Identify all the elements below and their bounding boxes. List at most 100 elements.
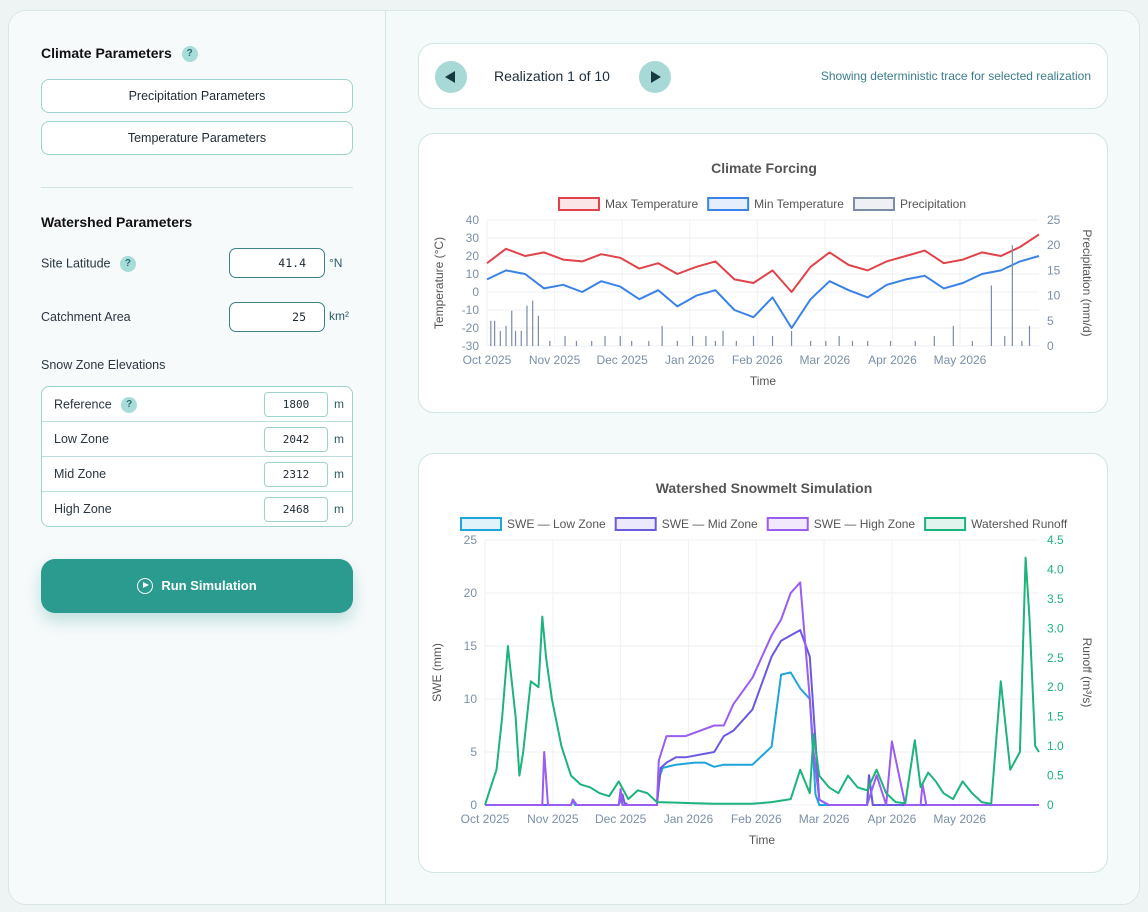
- y-tick-label: 20: [466, 249, 480, 263]
- legend-label: Precipitation: [900, 197, 966, 211]
- legend-swatch: [852, 197, 895, 211]
- precip-bar: [514, 330, 517, 346]
- y-tick-label: 10: [464, 692, 478, 706]
- low-zone-elevation-input[interactable]: 2042: [264, 427, 328, 452]
- precip-bar: [532, 300, 534, 346]
- legend-swatch: [460, 517, 502, 531]
- help-icon[interactable]: ?: [119, 256, 136, 272]
- zone-label: High Zone: [54, 502, 112, 516]
- help-icon[interactable]: ?: [181, 46, 198, 63]
- latitude-label-text: Site Latitude: [41, 256, 111, 271]
- x-tick-label: Oct 2025: [463, 353, 512, 367]
- precip-bar: [1028, 325, 1031, 346]
- next-realization-button[interactable]: [639, 61, 671, 93]
- y2-tick-label: 3.5: [1047, 592, 1064, 606]
- y2-tick-label: 10: [1047, 289, 1061, 303]
- climate-section-title: Climate Parameters ?: [41, 45, 198, 63]
- precip-bar: [1004, 335, 1006, 346]
- zone-row-low: Low Zone 2042 m: [42, 422, 352, 457]
- high-zone-elevation-input[interactable]: 2468: [264, 497, 328, 522]
- zone-label-text: Reference: [54, 397, 112, 412]
- y-axis-title: SWE (mm): [430, 643, 444, 702]
- x-tick-label: Oct 2025: [461, 812, 510, 826]
- legend-swatch: [614, 517, 657, 531]
- app-window: Climate Parameters ? Precipitation Param…: [8, 10, 1140, 905]
- zone-unit: m: [334, 467, 344, 481]
- precip-bar: [825, 340, 827, 346]
- y2-tick-label: 0.5: [1047, 769, 1064, 783]
- precip-bar: [889, 340, 892, 346]
- y2-tick-label: 0: [1047, 339, 1054, 353]
- catchment-area-input[interactable]: 25: [229, 302, 325, 332]
- mid-zone-elevation-input[interactable]: 2312: [264, 462, 328, 487]
- climate-forcing-card: Climate Forcing Max Temperature Min Temper…: [418, 133, 1108, 413]
- zone-row-reference: Reference ? 1800 m: [42, 387, 352, 422]
- y2-tick-label: 25: [1047, 213, 1061, 227]
- precip-bar: [990, 285, 993, 346]
- precip-bar: [499, 330, 501, 346]
- climate-forcing-chart: Climate Forcing Max Temperature Min Temper…: [432, 160, 1094, 388]
- precip-bar: [549, 340, 551, 346]
- zone-label: Low Zone: [54, 432, 109, 446]
- x-tick-label: Apr 2026: [868, 812, 917, 826]
- latitude-label: Site Latitude ?: [41, 256, 136, 272]
- precip-bar: [933, 335, 935, 346]
- latitude-unit: °N: [329, 256, 343, 270]
- y2-axis-title: Precipitation (mm/d): [1080, 229, 1094, 336]
- y-tick-label: 20: [464, 586, 478, 600]
- precip-bar: [867, 340, 869, 346]
- legend-label: Watershed Runoff: [971, 517, 1068, 531]
- precip-bar: [604, 335, 606, 346]
- legend-label: Min Temperature: [754, 197, 844, 211]
- y-tick-label: 5: [470, 745, 477, 759]
- realization-navigator: Realization 1 of 10 Showing deterministi…: [418, 43, 1108, 109]
- realization-label: Realization 1 of 10: [494, 68, 610, 84]
- x-tick-label: May 2026: [933, 812, 986, 826]
- legend-label: Max Temperature: [605, 197, 698, 211]
- precip-bar: [722, 330, 724, 346]
- chart-title: Watershed Snowmelt Simulation: [656, 480, 873, 496]
- y2-tick-label: 1.0: [1047, 739, 1064, 753]
- precip-bar: [851, 340, 854, 346]
- y-tick-label: 40: [466, 213, 480, 227]
- y-tick-label: -20: [462, 321, 480, 335]
- reference-elevation-input[interactable]: 1800: [264, 392, 328, 417]
- zone-row-mid: Mid Zone 2312 m: [42, 457, 352, 492]
- y2-tick-label: 20: [1047, 238, 1061, 252]
- y2-tick-label: 4.5: [1047, 533, 1064, 547]
- legend-swatch: [558, 197, 600, 211]
- zone-unit: m: [334, 502, 344, 516]
- x-tick-label: May 2026: [934, 353, 987, 367]
- zone-label: Mid Zone: [54, 467, 107, 481]
- precip-bar: [520, 330, 522, 346]
- y2-tick-label: 3.0: [1047, 621, 1064, 635]
- snowmelt-simulation-chart: Watershed Snowmelt Simulation SWE — Low Z…: [430, 480, 1094, 847]
- run-simulation-button[interactable]: Run Simulation: [41, 559, 353, 613]
- precipitation-parameters-button[interactable]: Precipitation Parameters: [41, 79, 353, 113]
- series-line-watershed-runoff: [484, 556, 1040, 806]
- temperature-parameters-button[interactable]: Temperature Parameters: [41, 121, 353, 155]
- y2-tick-label: 0: [1047, 798, 1054, 812]
- y-axis-title: Temperature (°C): [432, 237, 446, 329]
- precip-bar: [1011, 245, 1013, 346]
- area-unit: km²: [329, 309, 349, 323]
- precip-bar: [914, 340, 916, 346]
- precip-bar: [771, 335, 774, 346]
- y2-tick-label: 4.0: [1047, 562, 1064, 576]
- latitude-input[interactable]: 41.4: [229, 248, 325, 278]
- x-tick-label: Feb 2026: [731, 812, 782, 826]
- series-line-swe-high-zone: [485, 581, 1039, 806]
- climate-title-text: Climate Parameters: [41, 45, 172, 61]
- precip-bar: [752, 335, 755, 346]
- previous-realization-button[interactable]: [435, 61, 467, 93]
- x-tick-label: Mar 2026: [800, 353, 851, 367]
- precip-bar: [971, 340, 973, 346]
- precip-bar: [526, 305, 528, 346]
- y-tick-label: 15: [464, 639, 478, 653]
- help-icon[interactable]: ?: [121, 397, 138, 413]
- area-label: Catchment Area: [41, 310, 131, 324]
- precip-bar: [1021, 340, 1023, 346]
- section-divider: [41, 187, 353, 188]
- zone-unit: m: [334, 432, 344, 446]
- precip-bar: [564, 335, 566, 346]
